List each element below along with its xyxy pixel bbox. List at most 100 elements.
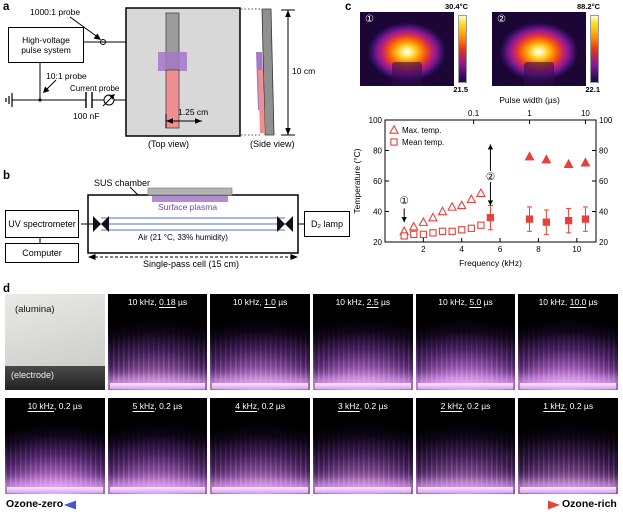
- plasma-band: [158, 52, 187, 71]
- plasma-photo: 3 kHz, 0.2 µs: [313, 398, 413, 494]
- probe-clamp-icon: [100, 39, 106, 45]
- svg-text:6: 6: [498, 245, 503, 254]
- surface-plasma-strip: [152, 196, 228, 202]
- ozone-rich-arrowhead: [548, 500, 560, 510]
- plasma-filaments: [107, 328, 208, 390]
- side-view-electrode: [261, 8, 275, 136]
- top-electrode-bar: [147, 187, 233, 196]
- svg-text:Max. temp.: Max. temp.: [402, 126, 442, 135]
- plasma-caption: 10 kHz, 10.0 µs: [538, 297, 598, 307]
- current-probe-arrowhead: [109, 94, 115, 100]
- panel-d-label: d: [3, 283, 11, 295]
- svg-text:40: 40: [373, 207, 382, 216]
- electrode-edge-glow: [109, 487, 206, 493]
- plasma-glow: [107, 424, 208, 494]
- svg-text:60: 60: [373, 177, 382, 186]
- plasma-filaments: [210, 432, 311, 494]
- svg-text:①: ①: [399, 195, 409, 207]
- panel-b-schematic-drawing: [39, 186, 304, 260]
- hv-pulse-system-box: High-voltage pulse system: [8, 27, 84, 63]
- electrode-edge-glow: [7, 487, 103, 493]
- svg-text:0.1: 0.1: [468, 109, 480, 118]
- thermal-badge-1: ①: [365, 14, 374, 25]
- ozone-zero-arrowhead: [64, 500, 76, 510]
- plasma-filaments: [210, 328, 311, 390]
- electrode-edge-glow: [315, 487, 411, 493]
- plasma-glow: [415, 424, 516, 494]
- colorbar-1: [458, 15, 467, 83]
- plasma-photo: 10 kHz, 10.0 µs: [518, 294, 619, 390]
- sus-chamber-label: SUS chamber: [94, 178, 151, 188]
- electrode-bar: (electrode): [5, 366, 105, 390]
- cell-arrowhead-left: [88, 254, 96, 260]
- plasma-glow: [210, 424, 311, 494]
- electrode-edge-glow: [109, 383, 206, 389]
- electrode-label: (electrode): [11, 370, 55, 380]
- plasma-caption: 5 kHz, 0.2 µs: [132, 401, 183, 411]
- plasma-caption: 1 kHz, 0.2 µs: [543, 401, 594, 411]
- plasma-glow: [313, 424, 413, 494]
- svg-text:Frequency (kHz): Frequency (kHz): [459, 258, 522, 268]
- junction-dot: [38, 98, 42, 102]
- electrode-width-label: 1.25 cm: [178, 107, 209, 117]
- electrode-edge-glow: [520, 487, 617, 493]
- plasma-photo: 5 kHz, 0.2 µs: [107, 398, 208, 494]
- sample-photo: (alumina) (electrode): [5, 294, 105, 390]
- plasma-photo-row-2: 10 kHz, 0.2 µs 5 kHz, 0.2 µs 4 kHz, 0.2 µs…: [5, 398, 619, 494]
- width-arrowhead-right: [195, 118, 202, 124]
- side-view-lower-rod: [258, 70, 265, 133]
- colorbar-2: [590, 15, 599, 83]
- plasma-photo: 10 kHz, 2.5 µs: [313, 294, 413, 390]
- alumina-label: (alumina): [15, 304, 55, 315]
- plasma-caption: 10 kHz, 1.0 µs: [232, 297, 288, 307]
- surface-plasma-label: Surface plasma: [158, 202, 218, 212]
- temperature-chart: 20 20 40 40 60 60 80 80 100 100 2 4 6 8 10 0.1 1 10 Pulse …: [352, 95, 613, 268]
- svg-text:2: 2: [421, 245, 426, 254]
- plasma-photo: 10 kHz, 5.0 µs: [415, 294, 516, 390]
- ozone-gradient-arrow: [64, 500, 560, 510]
- chamber-leader-line: [129, 186, 139, 196]
- cell-arrowhead-right: [290, 254, 298, 260]
- plasma-glow: [5, 424, 105, 494]
- electrode-edge-glow: [212, 487, 309, 493]
- plasma-filaments: [415, 328, 516, 390]
- plasma-glow: [210, 320, 311, 390]
- plasma-photo: 1 kHz, 0.2 µs: [518, 398, 619, 494]
- electrode-height-label: 10 cm: [292, 66, 316, 76]
- svg-text:80: 80: [373, 146, 382, 155]
- svg-text:20: 20: [599, 238, 608, 247]
- electrode-silhouette: [392, 62, 422, 86]
- panel-c-label: c: [345, 1, 352, 13]
- ozone-zero-label: Ozone-zero: [6, 498, 64, 510]
- plasma-photo: 2 kHz, 0.2 µs: [415, 398, 516, 494]
- panel-b-label: b: [3, 170, 11, 182]
- plasma-glow: [107, 320, 208, 390]
- temp-min-label-2: 22.1: [585, 85, 600, 94]
- plasma-glow: [313, 320, 413, 390]
- electrode-edge-glow: [417, 487, 514, 493]
- side-view-label: (Side view): [250, 139, 295, 149]
- uv-spectrometer-box: UV spectrometer: [5, 210, 79, 238]
- temp-max-label-1: 30.4°C: [444, 2, 468, 11]
- plasma-photo: 4 kHz, 0.2 µs: [210, 398, 311, 494]
- svg-text:80: 80: [599, 146, 608, 155]
- svg-text:8: 8: [536, 245, 541, 254]
- electrode-lower-rod: [165, 69, 180, 129]
- top-view-box: [125, 7, 241, 137]
- plasma-caption: 10 kHz, 0.18 µs: [127, 297, 188, 307]
- svg-text:1: 1: [527, 109, 532, 118]
- plasma-photo: 10 kHz, 0.18 µs: [107, 294, 208, 390]
- plasma-glow: [518, 424, 619, 494]
- plasma-caption: 3 kHz, 0.2 µs: [337, 401, 388, 411]
- plasma-glow: [518, 320, 619, 390]
- panel-a-label: a: [3, 1, 10, 13]
- single-pass-cell-label: Single-pass cell (15 cm): [143, 259, 240, 269]
- plasma-filaments: [518, 432, 619, 494]
- electrode-edge-glow: [212, 383, 309, 389]
- svg-text:Mean temp.: Mean temp.: [402, 138, 444, 147]
- probe-1000-arrow: [69, 16, 100, 39]
- temp-min-label-1: 21.5: [453, 85, 468, 94]
- lens-icon: [101, 216, 109, 232]
- plasma-filaments: [313, 328, 413, 390]
